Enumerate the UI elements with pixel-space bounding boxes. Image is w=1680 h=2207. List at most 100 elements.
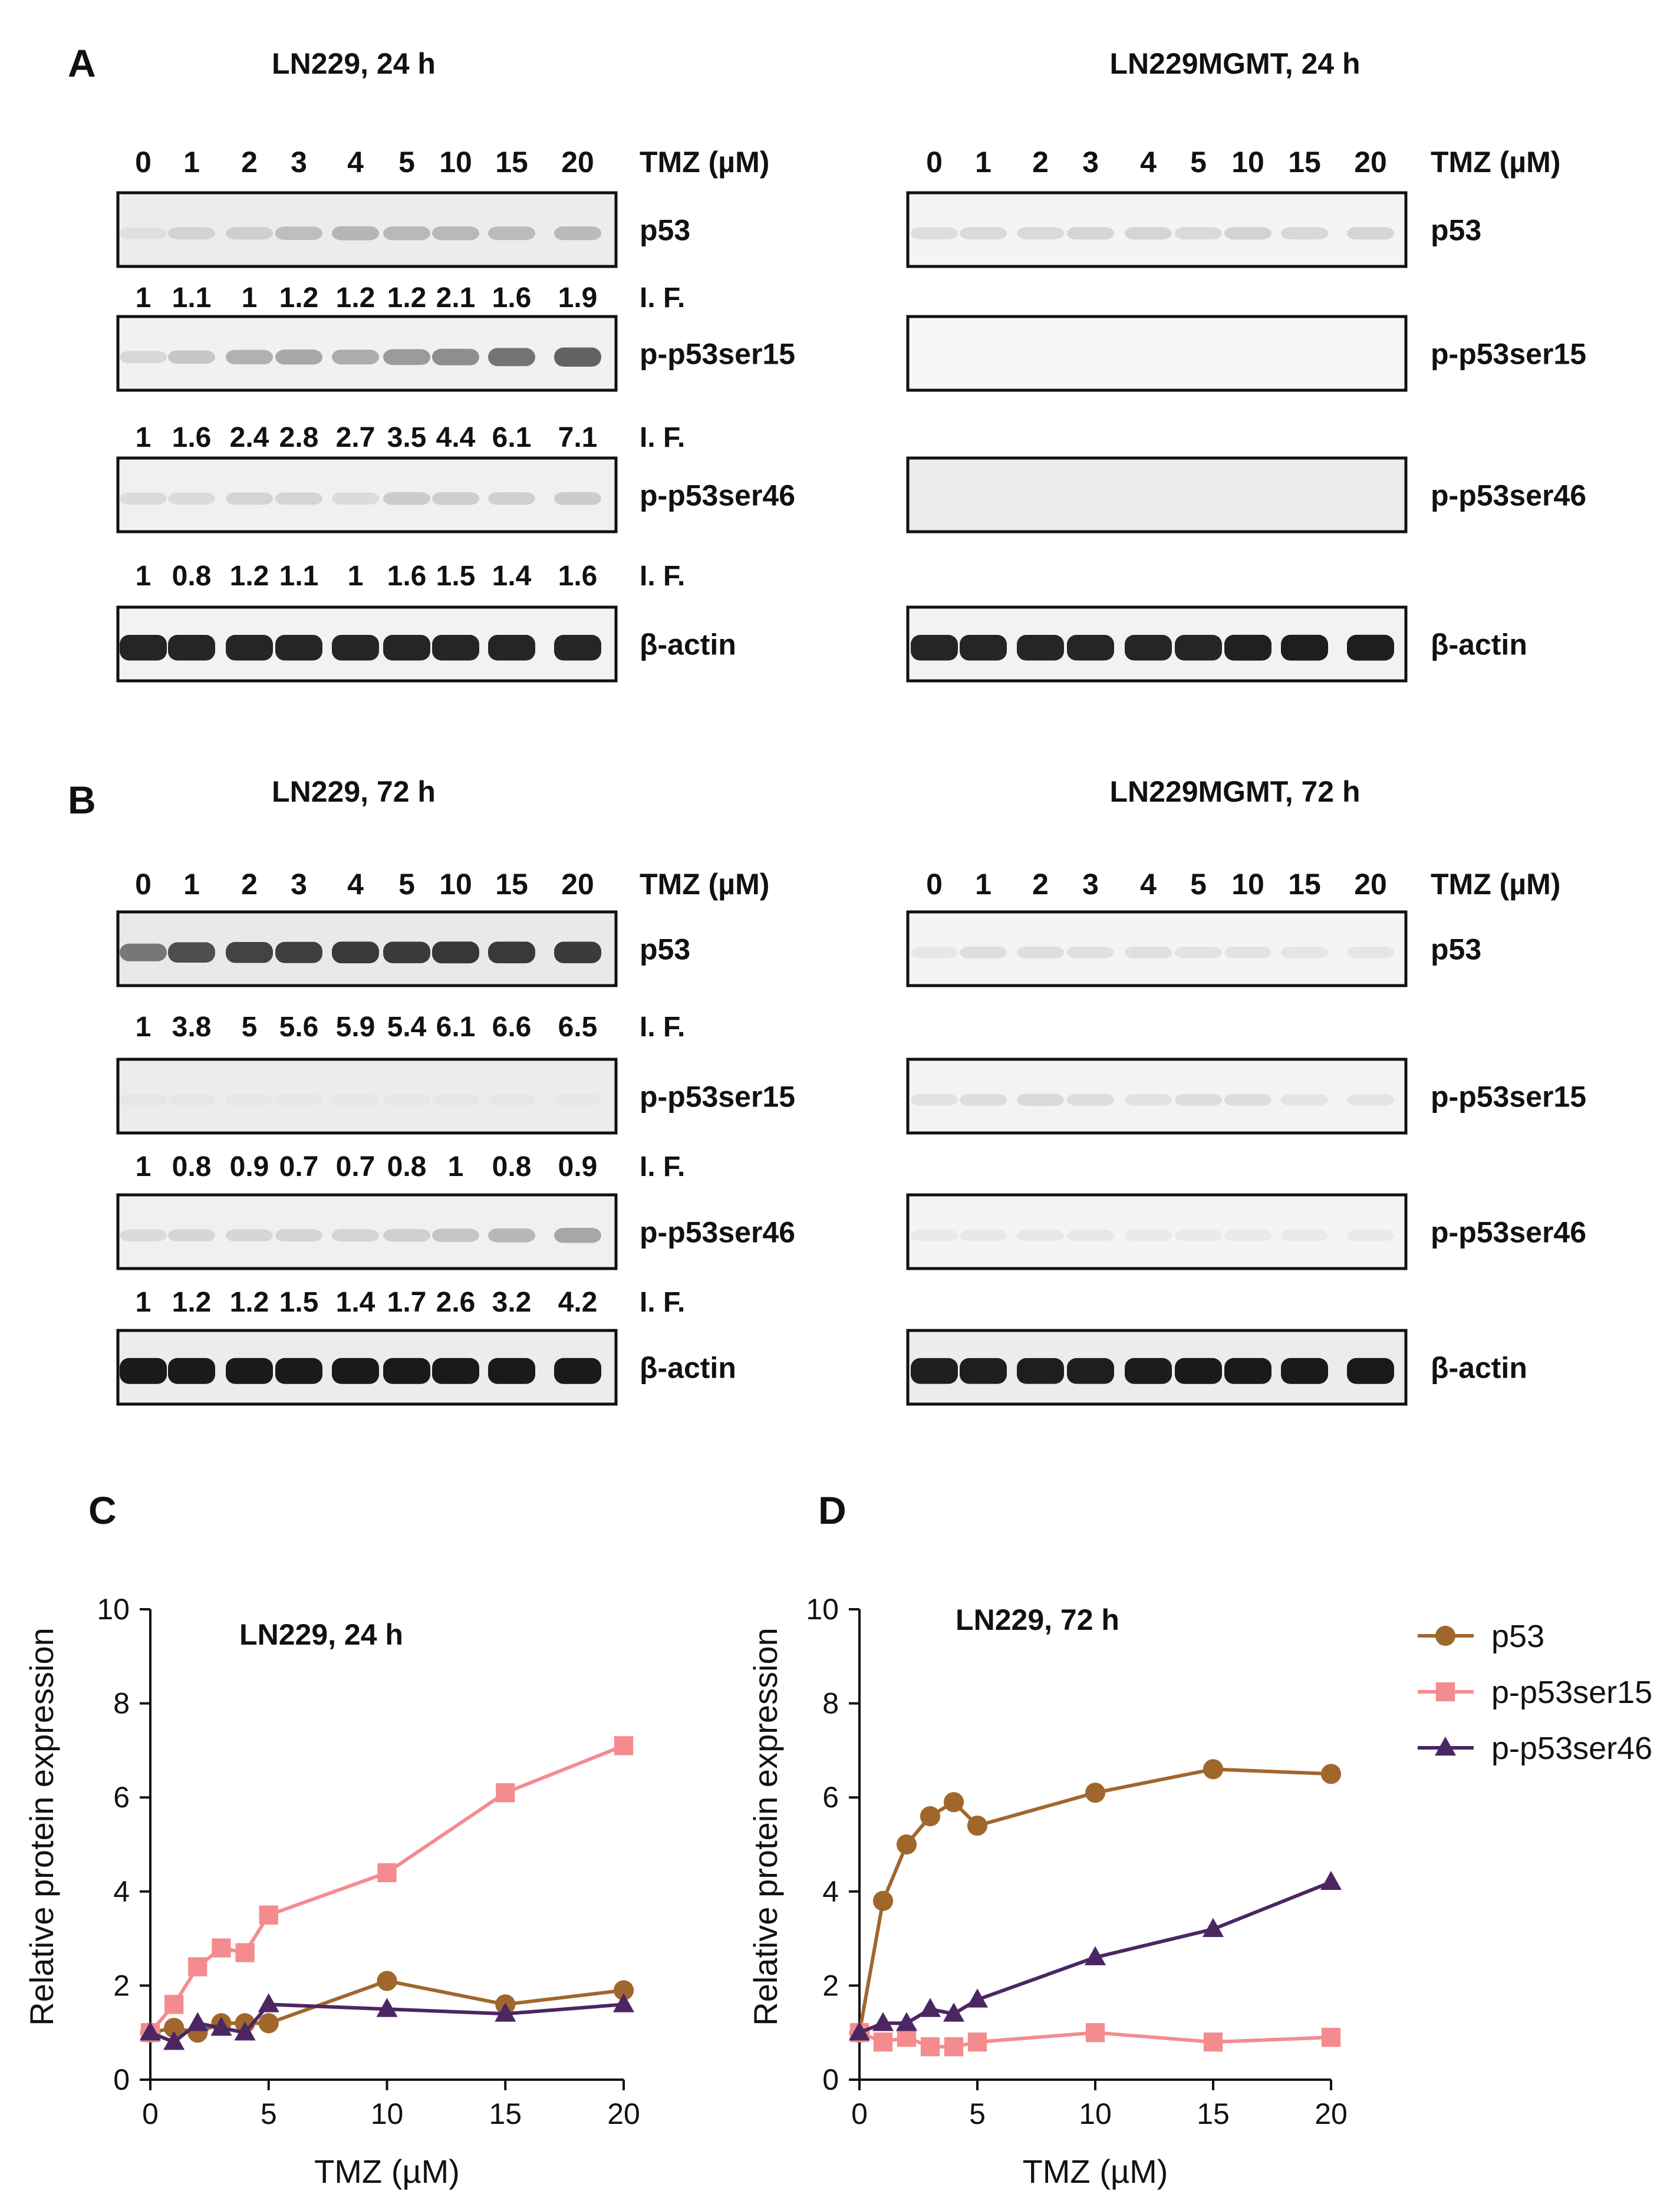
- band: [120, 492, 167, 505]
- tmz-axis-label: TMZ (µM): [1431, 868, 1560, 901]
- series-p-p53ser46: [139, 1993, 635, 2050]
- data-point-square: [967, 2033, 987, 2052]
- series-p-p53ser15: [849, 2023, 1341, 2057]
- band: [275, 1358, 322, 1384]
- protein-label: p-p53ser15: [1431, 338, 1586, 371]
- chart-title: LN229, 24 h: [239, 1618, 403, 1651]
- data-point-triangle: [163, 2031, 185, 2050]
- y-axis-label: Relative protein expression: [23, 1628, 60, 2025]
- x-tick-label: 10: [371, 2097, 404, 2130]
- blot-left-β-actin: β-actin: [116, 605, 736, 683]
- blot-left-β-actin: β-actin: [116, 1329, 736, 1406]
- data-point-triangle: [919, 1998, 941, 2017]
- band: [383, 1358, 430, 1384]
- blot-frame: [906, 315, 1408, 392]
- data-point-circle: [613, 1980, 634, 2001]
- data-point-circle: [164, 2018, 185, 2038]
- band: [1125, 227, 1172, 240]
- if-value: 1.7: [387, 1287, 427, 1318]
- y-tick-label: 0: [113, 2063, 130, 2096]
- if-value: 1: [242, 282, 258, 314]
- lane-label: 5: [1190, 868, 1207, 901]
- if-value: 1: [136, 561, 151, 592]
- band: [1224, 1093, 1271, 1106]
- lane-label: 4: [347, 146, 364, 179]
- if-value: 6.5: [558, 1012, 598, 1043]
- if-value: 0.8: [172, 561, 212, 592]
- x-axis-label: TMZ (µM): [1023, 2153, 1168, 2190]
- band: [960, 1230, 1007, 1241]
- if-value: 2.1: [436, 282, 476, 314]
- data-point-triangle: [258, 1993, 279, 2012]
- if-value: 1.9: [558, 282, 598, 314]
- y-tick-label: 4: [822, 1875, 839, 1908]
- lane-label: 10: [1231, 868, 1264, 901]
- data-point-square: [873, 2033, 893, 2052]
- band: [275, 226, 322, 241]
- data-point-triangle: [895, 2012, 918, 2031]
- band: [168, 1358, 215, 1384]
- band: [911, 1358, 958, 1384]
- band: [226, 1094, 273, 1106]
- band: [275, 492, 322, 505]
- data-point-square: [944, 2037, 964, 2057]
- band: [1175, 227, 1222, 240]
- band: [1281, 1093, 1328, 1106]
- blot-frame: [906, 456, 1408, 533]
- data-point-circle: [1320, 1764, 1342, 1784]
- if-value: 1.6: [172, 422, 212, 453]
- data-point-triangle: [234, 2021, 256, 2041]
- x-tick-label: 10: [1079, 2097, 1112, 2130]
- if-value: 1: [448, 1151, 464, 1182]
- if-value: 1.2: [387, 282, 427, 314]
- if-label: I. F.: [640, 1151, 685, 1182]
- panel-title-right: LN229MGMT, 72 h: [1109, 775, 1360, 808]
- if-value: 1.6: [492, 282, 532, 314]
- band: [1125, 635, 1172, 661]
- if-label: I. F.: [640, 422, 685, 453]
- protein-label: β-actin: [1431, 628, 1527, 661]
- band: [960, 1093, 1007, 1106]
- band: [275, 635, 322, 661]
- data-point-triangle: [1202, 1918, 1224, 1937]
- if-value: 2.8: [279, 422, 319, 453]
- data-point-square: [212, 1938, 231, 1958]
- panel-title-right: LN229MGMT, 24 h: [1109, 47, 1360, 80]
- if-value: 1.2: [172, 1287, 212, 1318]
- blot-right-p-p53ser46: p-p53ser46: [906, 456, 1586, 533]
- band: [1017, 1093, 1064, 1106]
- band: [1347, 946, 1394, 958]
- band: [332, 492, 379, 505]
- band: [488, 1358, 535, 1384]
- data-point-triangle: [210, 2017, 232, 2036]
- y-tick-label: 10: [97, 1593, 130, 1626]
- band: [554, 635, 601, 661]
- if-value: 2.4: [230, 422, 269, 453]
- if-value: 1.1: [172, 282, 212, 314]
- if-value: 1: [348, 561, 364, 592]
- band: [488, 1094, 535, 1106]
- protein-label: β-actin: [1431, 1352, 1527, 1385]
- if-value: 5.4: [387, 1012, 427, 1043]
- data-point-square: [614, 1736, 634, 1755]
- x-tick-label: 20: [1315, 2097, 1348, 2130]
- band: [960, 1358, 1007, 1384]
- band: [168, 227, 215, 240]
- band: [275, 350, 322, 365]
- band: [1347, 1358, 1394, 1384]
- if-value: 4.2: [558, 1287, 598, 1318]
- band: [554, 1094, 601, 1106]
- protein-label: β-actin: [640, 628, 736, 661]
- if-value: 1: [136, 1012, 151, 1043]
- lane-label: 1: [975, 868, 991, 901]
- x-tick-label: 5: [969, 2097, 986, 2130]
- if-value: 1.6: [558, 561, 598, 592]
- band: [383, 1094, 430, 1106]
- data-point-circle: [377, 1971, 397, 1991]
- band: [226, 227, 273, 240]
- data-point-triangle: [943, 2002, 965, 2022]
- lane-label: 10: [439, 146, 472, 179]
- if-value: 1.5: [279, 1287, 319, 1318]
- chart-title: LN229, 72 h: [956, 1603, 1119, 1636]
- lane-label: 5: [1190, 146, 1207, 179]
